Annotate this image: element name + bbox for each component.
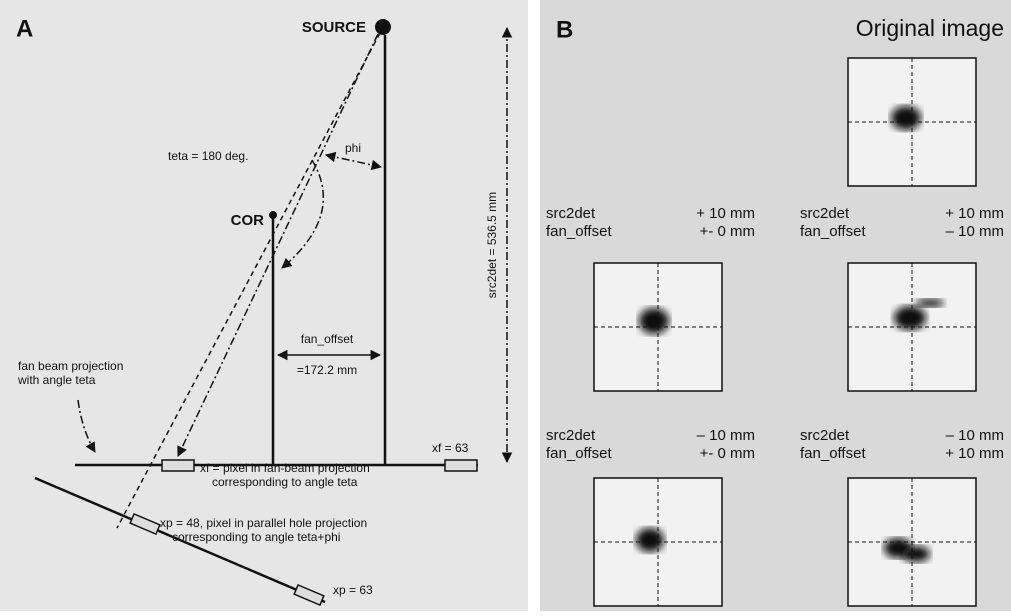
caption-value: – 10 mm <box>697 427 755 444</box>
caption-value: + 10 mm <box>696 205 755 222</box>
figure: A SOURCE COR teta = 180 deg. phi fan_off… <box>0 0 1011 611</box>
phi-label: phi <box>345 141 361 155</box>
caption-key: fan_offset <box>800 223 866 240</box>
cor-label: COR <box>231 212 265 229</box>
xf-end-label: xf = 63 <box>432 441 469 455</box>
image-blob <box>639 308 669 334</box>
panel-title: Original image <box>856 15 1004 41</box>
xp-note: corresponding to angle teta+phi <box>172 530 340 544</box>
xf-end-pixel <box>445 460 477 471</box>
image-blob <box>916 299 944 307</box>
fan-offset-label: fan_offset <box>301 332 354 346</box>
caption-value: – 10 mm <box>946 223 1004 240</box>
xf-note: xf = pixel in fan-beam projection <box>200 461 370 475</box>
source-label: SOURCE <box>302 19 366 36</box>
source-dot <box>375 19 391 35</box>
caption-key: fan_offset <box>546 223 612 240</box>
caption-value: – 10 mm <box>946 427 1004 444</box>
xf-pixel <box>162 460 194 471</box>
caption-key: src2det <box>800 427 850 444</box>
caption-key: fan_offset <box>800 445 866 462</box>
caption-key: src2det <box>546 427 596 444</box>
src2det-label: src2det = 536.5 mm <box>485 192 499 298</box>
caption-value: + 10 mm <box>945 205 1004 222</box>
panel-label: A <box>16 15 33 42</box>
xp-end-label: xp = 63 <box>333 583 373 597</box>
teta-label: teta = 180 deg. <box>168 149 248 163</box>
caption-key: src2det <box>546 205 596 222</box>
fan-beam-label: fan beam projection <box>18 359 123 373</box>
panel-label: B <box>556 16 573 43</box>
image-blob <box>636 528 664 552</box>
fan-beam-label: with angle teta <box>17 373 96 387</box>
xf-note: corresponding to angle teta <box>212 475 358 489</box>
fan-offset-value: =172.2 mm <box>297 363 357 377</box>
caption-key: src2det <box>800 205 850 222</box>
image-blob <box>891 106 921 130</box>
caption-value: +- 0 mm <box>700 223 755 240</box>
xp-note: xp = 48, pixel in parallel hole projecti… <box>160 516 367 530</box>
caption-key: fan_offset <box>546 445 612 462</box>
image-blob <box>902 546 930 562</box>
image-blob <box>894 306 926 330</box>
caption-value: +- 0 mm <box>700 445 755 462</box>
caption-value: + 10 mm <box>945 445 1004 462</box>
